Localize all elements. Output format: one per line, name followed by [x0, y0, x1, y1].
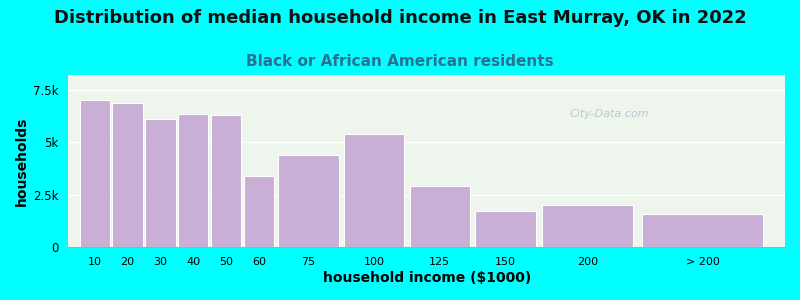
Bar: [113, 103, 142, 247]
Bar: [344, 134, 404, 247]
Bar: [278, 155, 338, 247]
X-axis label: household income ($1000): household income ($1000): [322, 271, 531, 285]
Bar: [178, 114, 209, 247]
Bar: [211, 115, 242, 247]
Bar: [642, 214, 763, 247]
Text: City-Data.com: City-Data.com: [570, 110, 650, 119]
Bar: [542, 205, 633, 247]
Y-axis label: households: households: [15, 116, 29, 206]
Text: Distribution of median household income in East Murray, OK in 2022: Distribution of median household income …: [54, 9, 746, 27]
Bar: [244, 176, 274, 247]
Bar: [79, 100, 110, 247]
Bar: [410, 186, 470, 247]
Text: Black or African American residents: Black or African American residents: [246, 54, 554, 69]
Bar: [475, 212, 536, 247]
Bar: [146, 119, 175, 247]
